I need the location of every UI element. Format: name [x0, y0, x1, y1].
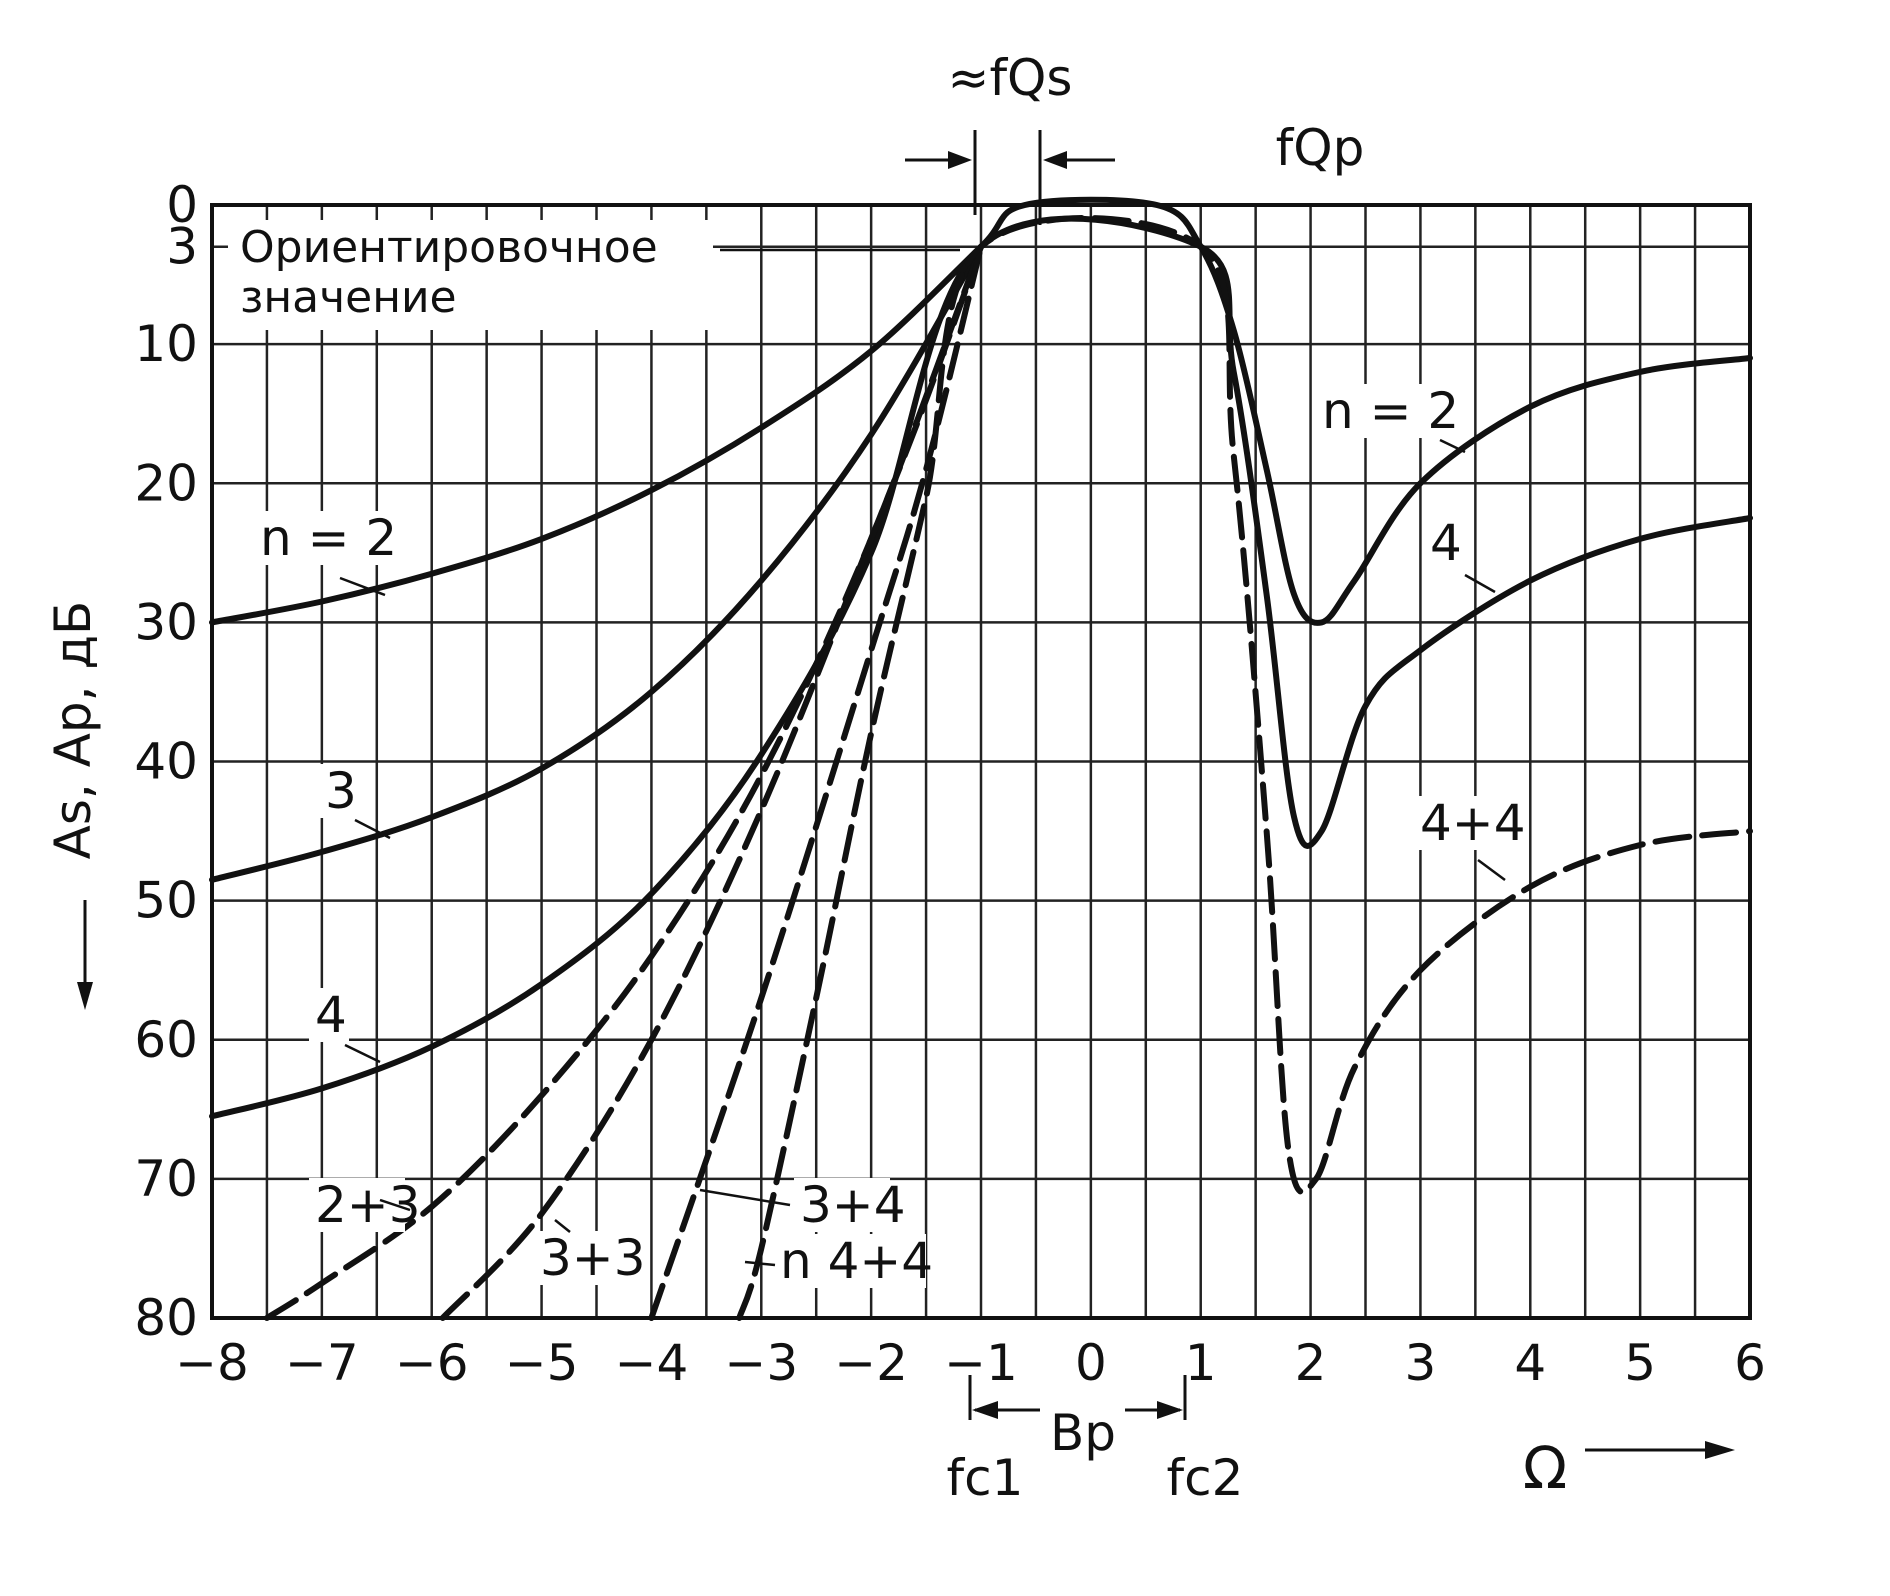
fqs-marker: ≈fQs: [905, 49, 1115, 225]
x-tick-label: −5: [505, 1334, 579, 1392]
curve-label-background: [1414, 796, 1510, 850]
fc1-label: fc1: [947, 1449, 1024, 1507]
x-axis-label: Ω: [1523, 1434, 1567, 1502]
note-background: [228, 220, 713, 330]
y-tick-label: 40: [134, 733, 198, 791]
curve-label-background: [309, 988, 349, 1042]
x-tick-label: −6: [395, 1334, 469, 1392]
x-tick-label: 6: [1734, 1334, 1766, 1392]
y-tick-label: 70: [134, 1150, 198, 1208]
y-tick-label: 3: [166, 218, 198, 276]
bp-label: Bp: [1050, 1404, 1116, 1462]
x-tick-label: −3: [724, 1334, 798, 1392]
x-tick-label: 3: [1405, 1334, 1437, 1392]
curve-label-background: [774, 1234, 926, 1288]
curve-label-background: [1316, 384, 1468, 438]
curve-label: 3+4: [800, 1176, 906, 1234]
annotation-note: Ориентировочное значение: [240, 222, 658, 323]
curve-label-leader: [344, 1043, 381, 1064]
note-line: значение: [240, 272, 457, 323]
series-curve-3: [209, 243, 984, 883]
curve-label-leader: [1439, 438, 1466, 454]
note-line: Ориентировочное: [240, 222, 658, 273]
plot-curves: [209, 196, 1753, 1321]
plot-frame: [210, 203, 1752, 1320]
curve-label-leader: [699, 1188, 791, 1207]
series-curve-n2: [209, 196, 1753, 626]
x-tick-label: 4: [1514, 1334, 1546, 1392]
x-tick-label: −2: [834, 1334, 908, 1392]
x-tick-label: 2: [1295, 1334, 1327, 1392]
curve-label: 4: [1430, 514, 1462, 572]
y-tick-label: 30: [134, 593, 198, 651]
curve-label-leader: [744, 1260, 776, 1267]
curve-label: n = 2: [260, 509, 397, 567]
curve-label: 4+4: [1420, 794, 1526, 852]
series-curve-3p4: [648, 243, 984, 1321]
curve-label: 2+3: [315, 1176, 421, 1234]
y-tick-label: 60: [134, 1011, 198, 1069]
bandwidth-marker: Bp fc1 fc2: [947, 1375, 1244, 1507]
y-axis-label: As, Ap, дБ: [44, 601, 102, 860]
plot-labels: −8 −7 −6 −5 −4 −3 −2 −1 0 1 2 3 4 5 603102030405060708…: [134, 176, 1766, 1392]
x-tick-label: −4: [615, 1334, 689, 1392]
curve-label-background: [319, 764, 359, 818]
series-curve-2p3: [263, 243, 984, 1321]
curve-label-leader: [1477, 858, 1506, 882]
y-tick-label: 80: [134, 1289, 198, 1347]
series-curve-n4p4: [736, 215, 1753, 1321]
y-tick-label: 10: [134, 315, 198, 373]
x-tick-label: 0: [1075, 1334, 1107, 1392]
fqs-label: ≈fQs: [948, 49, 1073, 107]
curve-label: 4: [315, 986, 347, 1044]
curve-label-background: [534, 1231, 630, 1285]
y-tick-label: 20: [134, 454, 198, 512]
curve-label-background: [254, 511, 406, 565]
x-axis-arrow-icon: [1585, 1441, 1735, 1459]
y-tick-label: 50: [134, 872, 198, 930]
fc2-label: fc2: [1167, 1449, 1244, 1507]
curve-label-background: [794, 1178, 890, 1232]
x-tick-label: 5: [1624, 1334, 1656, 1392]
x-tick-label: −7: [285, 1334, 359, 1392]
series-curve-3p3: [439, 243, 984, 1321]
y-axis-arrow-icon: [77, 900, 93, 1010]
curve-label-leader: [354, 818, 391, 840]
x-tick-label: −1: [944, 1334, 1018, 1392]
x-tick-label: 1: [1185, 1334, 1217, 1392]
curve-label-background: [1424, 516, 1464, 570]
curve-label: n = 2: [1322, 382, 1459, 440]
fqp-label: fQp: [1276, 119, 1365, 177]
curve-label-leader: [1464, 573, 1496, 594]
curve-label: 3+3: [540, 1229, 646, 1287]
curve-label-leader: [339, 576, 386, 597]
curve-label-leader: [379, 1198, 411, 1212]
curve-label: n 4+4: [780, 1232, 933, 1290]
plot-grid: [210, 203, 1752, 1320]
curve-label: 3: [325, 762, 357, 820]
y-tick-label: 0: [166, 176, 198, 234]
x-tick-label: −8: [175, 1334, 249, 1392]
curve-label-background: [309, 1178, 405, 1232]
curve-label-leader: [554, 1219, 571, 1233]
